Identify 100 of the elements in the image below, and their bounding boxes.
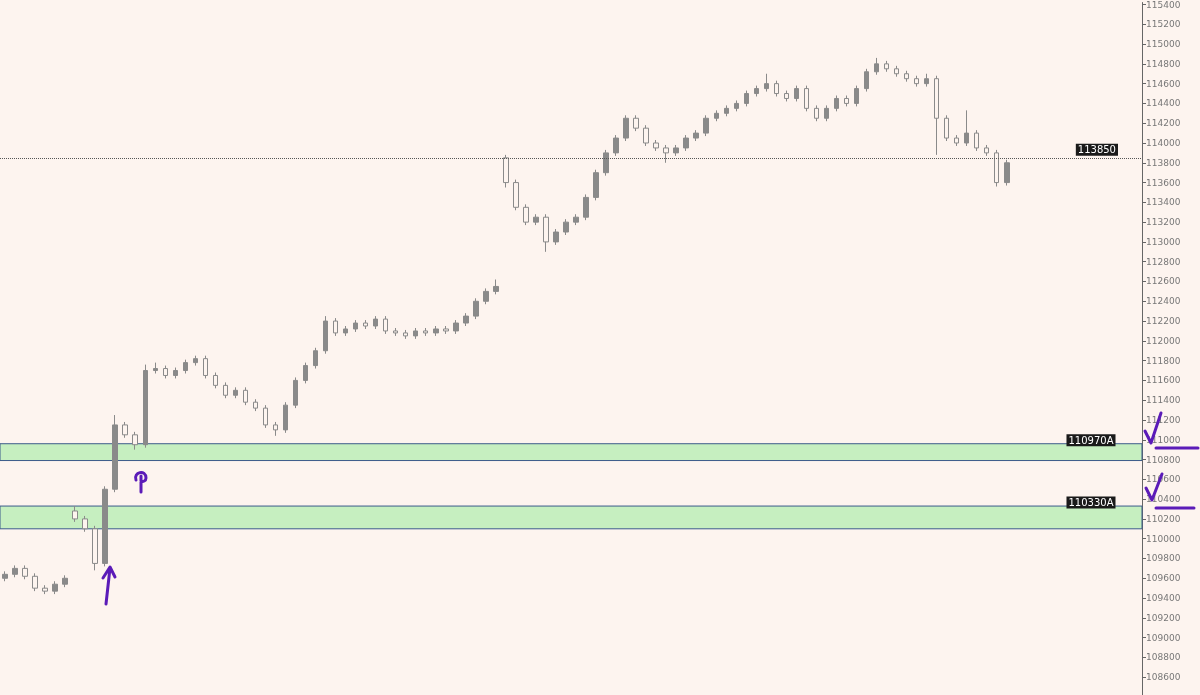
candlestick (183, 359, 188, 374)
candlestick (744, 90, 749, 107)
candlestick (213, 372, 218, 389)
candlestick (273, 421, 278, 437)
candlestick (714, 109, 719, 122)
y-tick-label: 109000 (1146, 632, 1181, 643)
y-tick-label: 111800 (1146, 355, 1181, 366)
candlestick (203, 355, 208, 379)
candlestick (794, 85, 799, 102)
candlestick (413, 327, 418, 340)
y-tick-label: 109600 (1146, 573, 1181, 584)
candlestick (463, 312, 469, 327)
y-tick-label: 115400 (1146, 0, 1181, 10)
y-tick-label: 110000 (1146, 533, 1181, 544)
candlestick (673, 144, 679, 157)
candlestick (443, 325, 449, 335)
y-tick-label: 115200 (1146, 19, 1181, 30)
candlestick (814, 104, 819, 122)
candlestick (934, 75, 939, 156)
y-tick-label: 113800 (1146, 157, 1181, 168)
candlestick (1004, 159, 1010, 187)
candlestick (643, 124, 649, 147)
candlestick (82, 515, 88, 533)
candlestick (473, 297, 479, 320)
y-tick-label: 109400 (1146, 593, 1181, 604)
ref-line-label: 113850 (1077, 144, 1116, 156)
candlestick (884, 60, 889, 73)
candlestick (874, 57, 879, 76)
candlestick (683, 134, 689, 152)
y-tick-label: 108800 (1146, 652, 1181, 663)
candlestick (403, 329, 408, 340)
y-tick-label: 108600 (1146, 672, 1181, 683)
candlestick (593, 169, 599, 201)
candlestick (954, 134, 959, 147)
candlestick (663, 144, 669, 164)
candlestick (513, 179, 519, 211)
y-tick-label: 114400 (1146, 98, 1181, 109)
candlestick (233, 386, 238, 399)
candlestick (854, 85, 859, 107)
candlestick (423, 327, 428, 337)
candlestick (583, 193, 589, 221)
candlestick (623, 114, 629, 142)
candlestick (734, 99, 739, 112)
candlestick (173, 367, 178, 379)
y-tick-label: 115000 (1146, 39, 1181, 50)
candlestick (824, 104, 829, 122)
y-tick-label: 112400 (1146, 296, 1181, 307)
y-tick-label: 112000 (1146, 335, 1181, 346)
candlestick (92, 525, 98, 571)
candlestick (12, 564, 18, 578)
y-tick-label: 110200 (1146, 513, 1181, 524)
candlestick (42, 584, 48, 595)
candlestick (153, 362, 158, 374)
candlestick (62, 574, 68, 588)
candlestick (193, 355, 198, 367)
candlestick (323, 315, 328, 355)
candlestick (653, 139, 659, 152)
candlestick (383, 315, 388, 335)
y-tick-label: 110800 (1146, 454, 1181, 465)
candlestick (293, 376, 298, 409)
y-tick-label: 114200 (1146, 118, 1181, 129)
candlestick (864, 68, 869, 93)
candlestick (453, 319, 459, 335)
candlestick (774, 80, 779, 97)
candlestick (163, 365, 168, 379)
candlestick (353, 319, 358, 333)
candlestick (493, 279, 499, 295)
candlestick (804, 85, 809, 112)
candlestick (393, 327, 398, 337)
candlestick (263, 404, 268, 429)
candlestick (844, 95, 849, 107)
candlestick (764, 73, 769, 93)
candlestick (243, 386, 248, 406)
y-tick-label: 112800 (1146, 256, 1181, 267)
candlestick (984, 144, 989, 157)
candlestick (303, 362, 308, 384)
candlestick (924, 73, 929, 88)
y-tick-label: 114000 (1146, 138, 1181, 148)
y-tick-label: 111400 (1146, 395, 1181, 406)
candlestick (724, 104, 729, 117)
candlestick (703, 114, 709, 137)
candlestick (32, 572, 38, 592)
candlestick (603, 149, 609, 177)
candlestick (563, 218, 569, 236)
candlestick (914, 75, 919, 88)
candlestick (523, 203, 529, 226)
candlestick (613, 134, 619, 157)
candlestick (102, 485, 108, 567)
candlestick (253, 398, 258, 412)
candlestick (573, 213, 579, 226)
y-tick-label: 111600 (1146, 375, 1181, 386)
candlestick (834, 95, 839, 112)
candlestick (363, 319, 368, 330)
candlestick (483, 287, 489, 305)
candlestick (112, 414, 118, 493)
candlestick (313, 347, 318, 370)
y-tick-label: 114800 (1146, 58, 1181, 69)
band-label: 110330A (1068, 497, 1114, 509)
candlestick (994, 149, 999, 188)
candlestick (754, 85, 759, 97)
